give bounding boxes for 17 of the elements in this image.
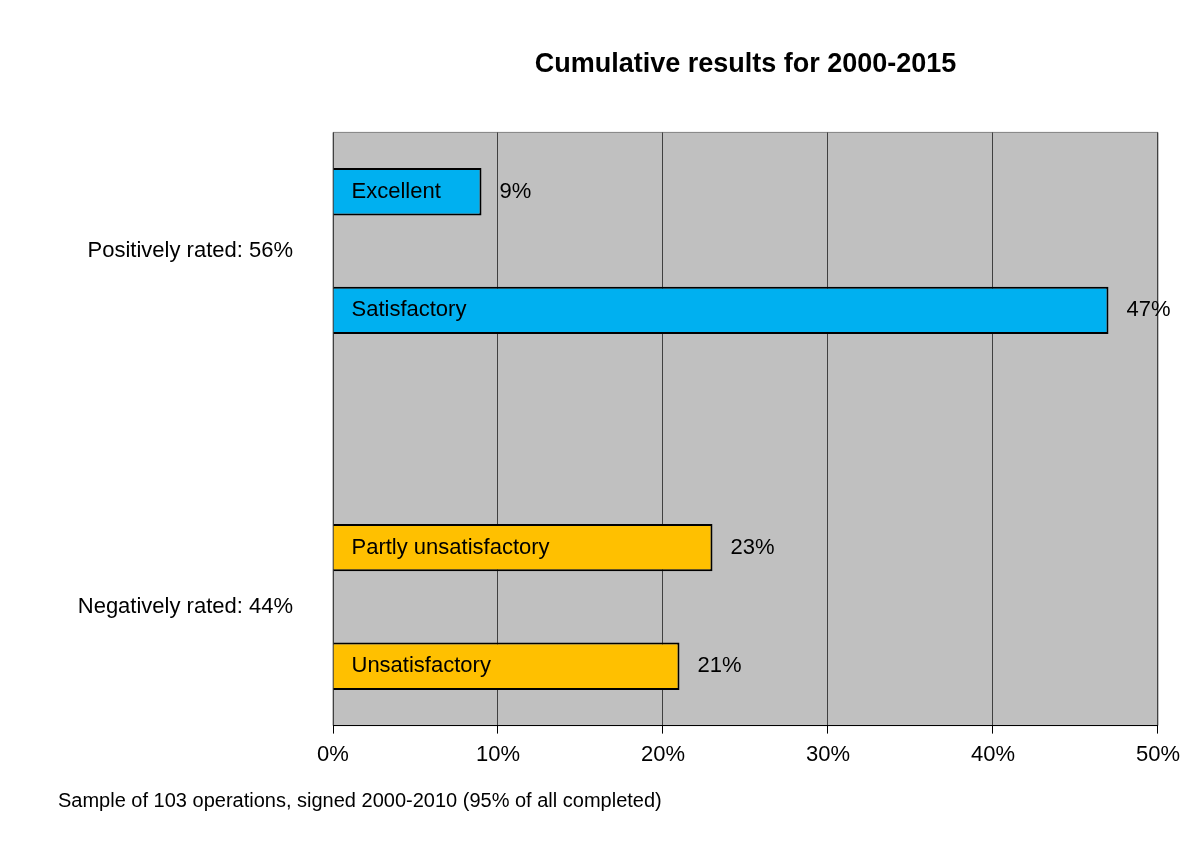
x-tick-label: 0% — [317, 740, 349, 766]
data-label: 23% — [730, 533, 775, 559]
text: Negatively rated: 44% — [77, 593, 293, 619]
data-label: 9% — [499, 177, 532, 203]
x-tick-label: 30% — [805, 740, 851, 766]
x-tick-label: 10% — [475, 740, 521, 766]
y-tick-label: Unsatisfactory — [351, 652, 491, 678]
y-tick-label: Satisfactory — [351, 296, 467, 322]
x-tick-label: 50% — [1135, 740, 1181, 766]
x-tick-label: 20% — [640, 740, 686, 766]
data-label: 21% — [697, 652, 742, 678]
chart-title: Cumulative results for 2000-2015 — [534, 47, 957, 78]
y-tick-label: Excellent — [351, 177, 441, 203]
text: Sample of 103 operations, signed 2000-2010 (95% of all completed) — [58, 788, 662, 811]
y-tick-label: Partly unsatisfactory — [351, 533, 550, 559]
text: Positively rated: 56% — [87, 237, 293, 263]
x-tick-label: 40% — [970, 740, 1016, 766]
